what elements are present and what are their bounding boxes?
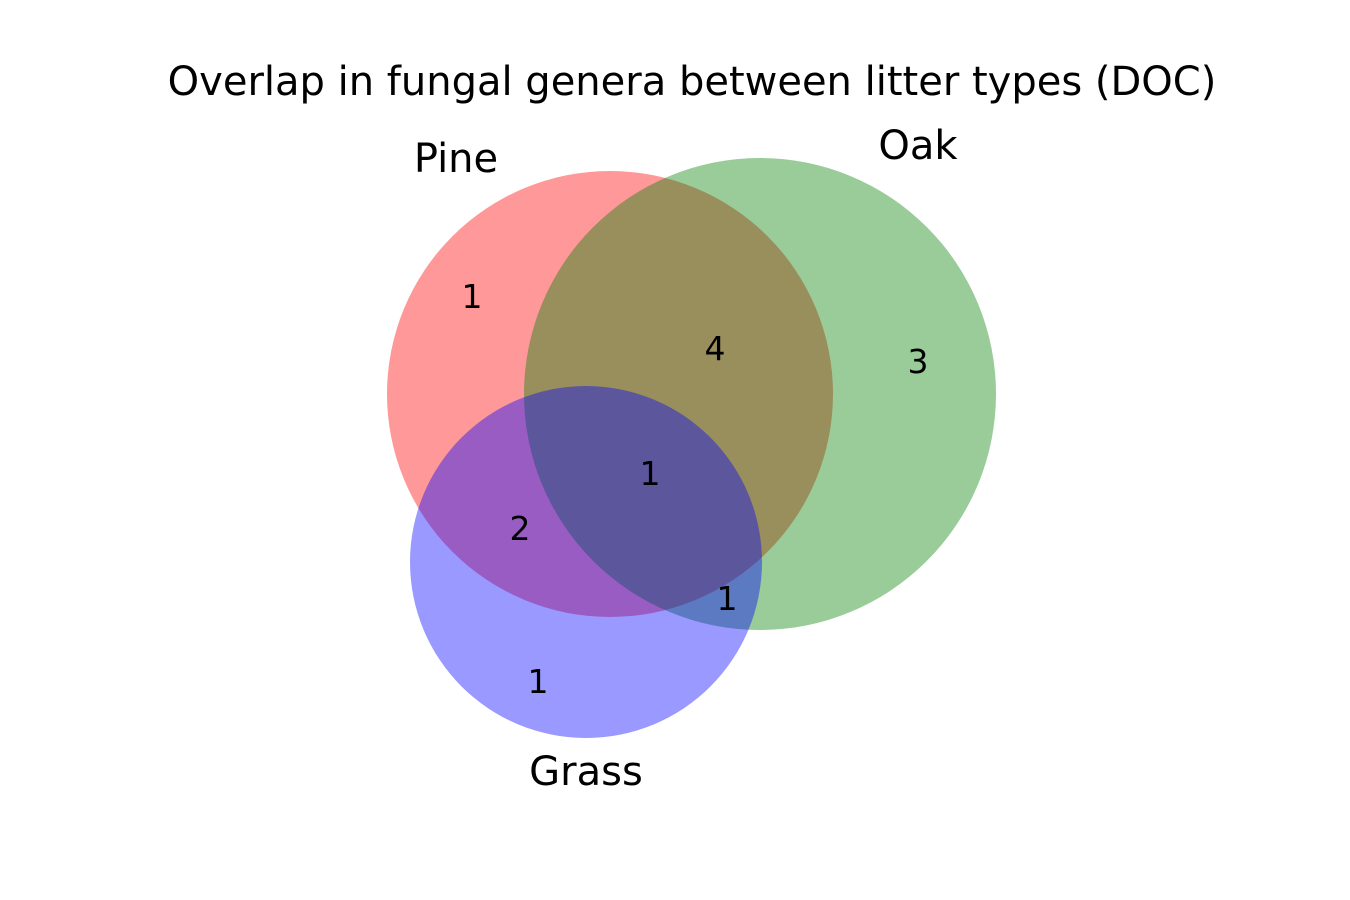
circle-oak — [524, 158, 996, 630]
label-pine: Pine — [414, 136, 498, 182]
count-grass-only: 1 — [528, 662, 549, 701]
count-pine-only: 1 — [462, 277, 483, 316]
label-grass: Grass — [529, 749, 643, 795]
count-oak-only: 3 — [908, 342, 929, 381]
count-pine-oak: 4 — [705, 329, 726, 368]
circle-pine — [387, 171, 833, 617]
count-oak-grass: 1 — [717, 579, 738, 618]
count-pine-oak-grass: 1 — [640, 454, 661, 493]
circle-grass — [410, 386, 762, 738]
chart-title: Overlap in fungal genera between litter … — [168, 59, 1217, 105]
label-oak: Oak — [878, 123, 958, 169]
count-pine-grass: 2 — [510, 509, 531, 548]
